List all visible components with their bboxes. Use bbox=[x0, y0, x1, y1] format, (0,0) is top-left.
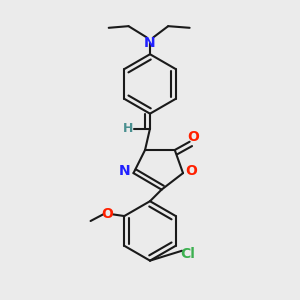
Text: O: O bbox=[188, 130, 200, 144]
Text: O: O bbox=[185, 164, 197, 178]
Text: O: O bbox=[101, 207, 113, 221]
Text: N: N bbox=[118, 164, 130, 178]
Text: H: H bbox=[123, 122, 134, 135]
Text: N: N bbox=[144, 36, 156, 50]
Text: Cl: Cl bbox=[181, 247, 195, 261]
